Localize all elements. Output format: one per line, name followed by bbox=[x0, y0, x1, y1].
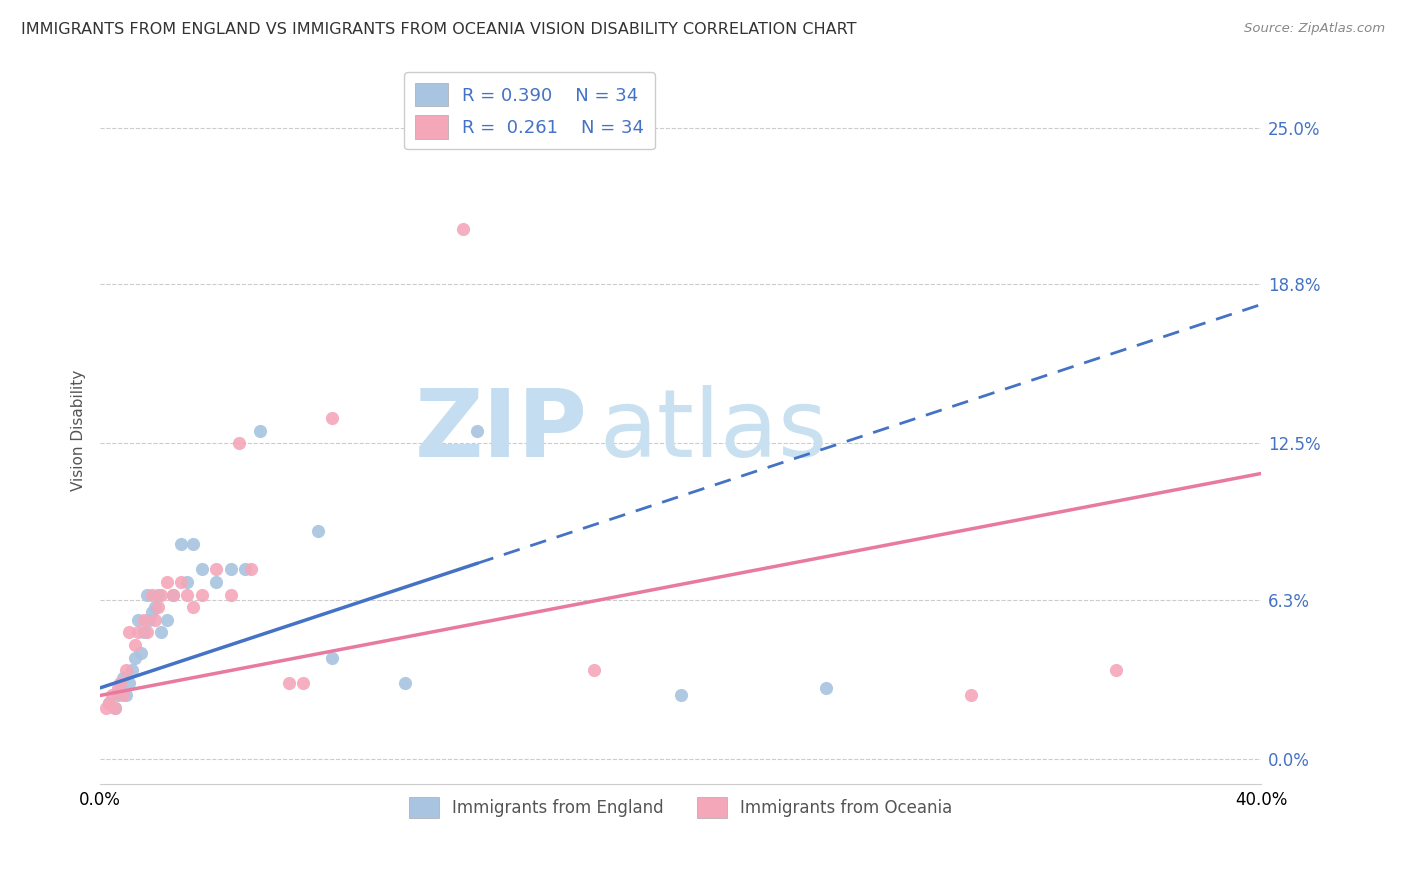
Point bbox=[100, 689, 122, 703]
Point bbox=[104, 701, 127, 715]
Point bbox=[205, 562, 228, 576]
Point bbox=[148, 588, 170, 602]
Point bbox=[249, 424, 271, 438]
Point bbox=[118, 676, 141, 690]
Point bbox=[97, 696, 120, 710]
Point bbox=[132, 625, 155, 640]
Point bbox=[121, 663, 143, 677]
Point bbox=[143, 600, 166, 615]
Point bbox=[233, 562, 256, 576]
Point bbox=[162, 588, 184, 602]
Point bbox=[219, 562, 242, 576]
Point bbox=[814, 681, 837, 695]
Point bbox=[129, 646, 152, 660]
Point bbox=[394, 676, 416, 690]
Point bbox=[307, 524, 329, 539]
Text: atlas: atlas bbox=[599, 384, 828, 476]
Point bbox=[132, 613, 155, 627]
Point bbox=[110, 676, 132, 690]
Point bbox=[228, 436, 250, 450]
Point bbox=[138, 613, 160, 627]
Point bbox=[97, 696, 120, 710]
Point bbox=[190, 588, 212, 602]
Point bbox=[141, 605, 163, 619]
Point bbox=[170, 574, 193, 589]
Point bbox=[181, 600, 204, 615]
Point bbox=[110, 681, 132, 695]
Text: ZIP: ZIP bbox=[415, 384, 588, 476]
Point bbox=[181, 537, 204, 551]
Point bbox=[156, 613, 179, 627]
Point bbox=[156, 574, 179, 589]
Point bbox=[277, 676, 299, 690]
Y-axis label: Vision Disability: Vision Disability bbox=[72, 370, 86, 491]
Point bbox=[107, 689, 129, 703]
Point bbox=[135, 588, 157, 602]
Point bbox=[176, 588, 198, 602]
Point bbox=[170, 537, 193, 551]
Point bbox=[115, 663, 138, 677]
Point bbox=[150, 588, 173, 602]
Point bbox=[960, 689, 983, 703]
Point bbox=[124, 650, 146, 665]
Legend: Immigrants from England, Immigrants from Oceania: Immigrants from England, Immigrants from… bbox=[402, 790, 959, 825]
Point bbox=[112, 689, 135, 703]
Point bbox=[451, 221, 474, 235]
Point bbox=[148, 600, 170, 615]
Point bbox=[219, 588, 242, 602]
Point bbox=[582, 663, 605, 677]
Point bbox=[94, 701, 117, 715]
Point bbox=[143, 613, 166, 627]
Point bbox=[141, 588, 163, 602]
Point bbox=[1105, 663, 1128, 677]
Text: Source: ZipAtlas.com: Source: ZipAtlas.com bbox=[1244, 22, 1385, 36]
Point bbox=[150, 625, 173, 640]
Point bbox=[176, 574, 198, 589]
Point bbox=[127, 613, 149, 627]
Point bbox=[124, 638, 146, 652]
Point bbox=[240, 562, 263, 576]
Point bbox=[112, 671, 135, 685]
Point bbox=[467, 424, 489, 438]
Point bbox=[104, 701, 127, 715]
Point bbox=[292, 676, 315, 690]
Point bbox=[321, 411, 343, 425]
Point bbox=[205, 574, 228, 589]
Point bbox=[135, 625, 157, 640]
Point bbox=[127, 625, 149, 640]
Point bbox=[115, 689, 138, 703]
Point bbox=[669, 689, 692, 703]
Point bbox=[118, 625, 141, 640]
Point bbox=[190, 562, 212, 576]
Point bbox=[162, 588, 184, 602]
Text: IMMIGRANTS FROM ENGLAND VS IMMIGRANTS FROM OCEANIA VISION DISABILITY CORRELATION: IMMIGRANTS FROM ENGLAND VS IMMIGRANTS FR… bbox=[21, 22, 856, 37]
Point bbox=[321, 650, 343, 665]
Point bbox=[107, 681, 129, 695]
